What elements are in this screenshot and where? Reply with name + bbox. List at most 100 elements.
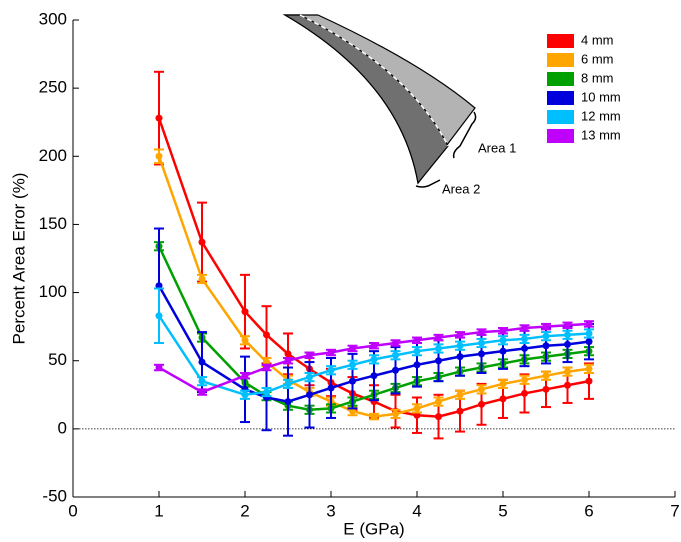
data-point [241, 336, 249, 344]
data-point [198, 275, 206, 283]
data-point [521, 324, 528, 332]
data-point [284, 398, 292, 406]
legend-label: 6 mm [581, 51, 614, 66]
x-tick-label: 4 [412, 501, 421, 520]
data-point [478, 350, 485, 358]
data-point [413, 347, 421, 355]
data-point [499, 347, 507, 355]
data-point [542, 372, 550, 380]
divider [299, 14, 449, 147]
data-point [413, 336, 421, 344]
data-point [456, 342, 464, 350]
data-point [478, 385, 485, 393]
data-point [155, 312, 163, 320]
data-point [435, 334, 442, 342]
data-point [155, 114, 163, 122]
data-point [327, 366, 335, 374]
data-point [435, 344, 442, 352]
y-tick-label: 100 [39, 282, 67, 301]
data-point [499, 395, 507, 403]
x-tick-label: 3 [326, 501, 335, 520]
data-point [413, 361, 421, 369]
data-point [327, 384, 335, 392]
data-point [263, 388, 270, 396]
data-point [499, 336, 507, 344]
annotation: Area 1 [478, 140, 516, 155]
data-point [499, 380, 507, 388]
bracket-1 [452, 111, 477, 159]
inset-diagram: Area 1 Area 2 [282, 14, 516, 196]
data-point [392, 366, 399, 374]
data-point [155, 152, 163, 160]
data-point [241, 391, 249, 399]
data-point [564, 321, 571, 329]
x-tick-label: 2 [240, 501, 249, 520]
legend-label: 8 mm [581, 70, 614, 85]
data-point [198, 388, 206, 396]
y-tick-label: 150 [39, 214, 67, 233]
data-point [456, 353, 464, 361]
x-tick-label: 1 [154, 501, 163, 520]
data-point [564, 340, 571, 348]
legend-label: 12 mm [581, 108, 621, 123]
legend-swatch [547, 34, 574, 48]
y-axis-label: Percent Area Error (%) [9, 173, 28, 345]
data-point [585, 338, 593, 346]
data-point [585, 320, 593, 328]
data-point [198, 358, 206, 366]
data-point [263, 364, 270, 372]
data-point [155, 364, 163, 372]
y-tick-label: 300 [39, 9, 67, 28]
annotation: Area 2 [442, 181, 480, 196]
data-point [542, 342, 550, 350]
data-point [392, 339, 399, 347]
data-point [370, 355, 378, 363]
x-tick-label: 5 [498, 501, 507, 520]
data-point [435, 413, 442, 421]
data-point [564, 331, 571, 339]
data-point [478, 328, 485, 336]
bracket-2 [415, 179, 441, 188]
data-point [241, 308, 249, 316]
data-point [349, 344, 356, 352]
legend-label: 4 mm [581, 32, 614, 47]
data-point [564, 368, 571, 376]
legend-swatch [547, 72, 574, 86]
legend-swatch [547, 53, 574, 67]
legend-swatch [547, 129, 574, 143]
data-point [499, 327, 507, 335]
data-point [521, 389, 528, 397]
legend-swatch [547, 110, 574, 124]
data-point [585, 365, 593, 373]
data-point [456, 331, 464, 339]
data-point [478, 400, 485, 408]
data-point [542, 323, 550, 331]
data-point [370, 372, 378, 380]
legend-swatch [547, 91, 574, 105]
y-tick-label: 50 [48, 350, 67, 369]
data-point [392, 351, 399, 359]
data-point [198, 377, 206, 385]
data-point [435, 398, 442, 406]
x-tick-label: 0 [68, 501, 77, 520]
x-axis-label: E (GPa) [343, 519, 404, 538]
data-point [542, 332, 550, 340]
data-point [413, 404, 421, 412]
data-point [521, 335, 528, 343]
data-point [306, 391, 313, 399]
data-point [521, 344, 528, 352]
y-tick-label: 200 [39, 146, 67, 165]
data-point [241, 372, 249, 380]
data-point [284, 350, 292, 358]
data-point [585, 329, 593, 337]
data-point [521, 376, 528, 384]
area-1-shape [282, 14, 476, 185]
data-point [327, 349, 335, 357]
data-point [564, 381, 571, 389]
data-point [392, 410, 399, 418]
data-point [370, 413, 378, 421]
data-point [478, 339, 485, 347]
data-point [370, 342, 378, 350]
y-tick-label: 250 [39, 78, 67, 97]
